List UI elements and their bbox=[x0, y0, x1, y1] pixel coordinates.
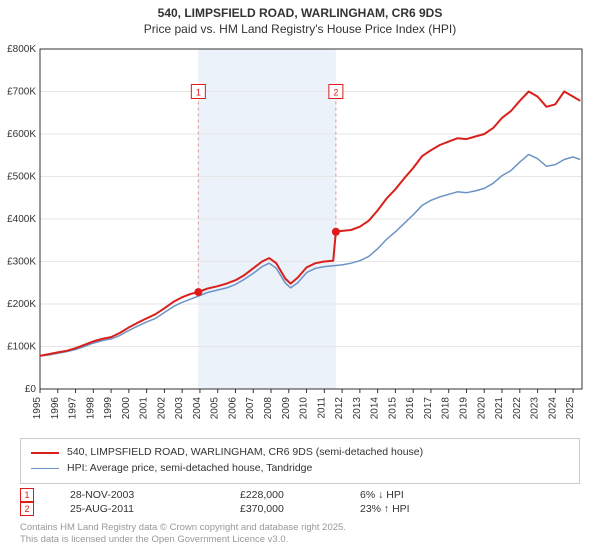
svg-text:2015: 2015 bbox=[387, 397, 398, 420]
svg-text:£200K: £200K bbox=[7, 299, 36, 310]
chart-title: 540, LIMPSFIELD ROAD, WARLINGHAM, CR6 9D… bbox=[0, 0, 600, 37]
svg-text:£600K: £600K bbox=[7, 129, 36, 140]
svg-text:2024: 2024 bbox=[547, 397, 558, 420]
footnote-line-2: This data is licensed under the Open Gov… bbox=[20, 534, 580, 546]
svg-text:2006: 2006 bbox=[227, 397, 238, 420]
sale-delta-2: 23% ↑ HPI bbox=[360, 503, 410, 515]
svg-text:2013: 2013 bbox=[352, 397, 363, 420]
title-line-2: Price paid vs. HM Land Registry's House … bbox=[0, 22, 600, 38]
svg-text:2007: 2007 bbox=[245, 397, 256, 420]
footnote-line-1: Contains HM Land Registry data © Crown c… bbox=[20, 522, 580, 534]
chart-area: £0 £100K £200K £300K £400K £500K £600K £700K £80… bbox=[0, 37, 600, 432]
svg-text:1: 1 bbox=[196, 88, 201, 98]
sale-badge-1: 1 bbox=[20, 488, 34, 502]
svg-text:£700K: £700K bbox=[7, 87, 36, 98]
svg-text:2023: 2023 bbox=[530, 397, 541, 420]
legend-swatch-property bbox=[31, 452, 59, 454]
svg-text:1995: 1995 bbox=[32, 397, 43, 420]
svg-text:1996: 1996 bbox=[50, 397, 61, 420]
sale-date-1: 28-NOV-2003 bbox=[70, 489, 240, 501]
svg-text:2020: 2020 bbox=[476, 397, 487, 420]
svg-text:2008: 2008 bbox=[263, 397, 274, 420]
svg-text:2019: 2019 bbox=[458, 397, 469, 420]
svg-text:1997: 1997 bbox=[68, 397, 79, 420]
legend-row-hpi: HPI: Average price, semi-detached house,… bbox=[31, 461, 569, 477]
svg-text:2002: 2002 bbox=[156, 397, 167, 420]
legend-label-property: 540, LIMPSFIELD ROAD, WARLINGHAM, CR6 9D… bbox=[67, 445, 423, 461]
svg-text:2001: 2001 bbox=[139, 397, 150, 420]
sales-table: 1 28-NOV-2003 £228,000 6% ↓ HPI 2 25-AUG… bbox=[20, 488, 580, 516]
svg-text:2010: 2010 bbox=[299, 397, 310, 420]
svg-text:2012: 2012 bbox=[334, 397, 345, 420]
sale-price-2: £370,000 bbox=[240, 503, 360, 515]
svg-text:1998: 1998 bbox=[85, 397, 96, 420]
svg-text:£500K: £500K bbox=[7, 172, 36, 183]
svg-text:2016: 2016 bbox=[405, 397, 416, 420]
svg-text:2004: 2004 bbox=[192, 397, 203, 420]
svg-text:2018: 2018 bbox=[441, 397, 452, 420]
sale-price-1: £228,000 bbox=[240, 489, 360, 501]
svg-text:£300K: £300K bbox=[7, 257, 36, 268]
svg-text:2017: 2017 bbox=[423, 397, 434, 420]
svg-text:2025: 2025 bbox=[565, 397, 576, 420]
svg-text:£800K: £800K bbox=[7, 44, 36, 55]
svg-text:2011: 2011 bbox=[316, 397, 327, 419]
svg-text:2005: 2005 bbox=[210, 397, 221, 420]
svg-text:2009: 2009 bbox=[281, 397, 292, 420]
sale-row-2: 2 25-AUG-2011 £370,000 23% ↑ HPI bbox=[20, 502, 580, 516]
svg-text:2000: 2000 bbox=[121, 397, 132, 420]
legend: 540, LIMPSFIELD ROAD, WARLINGHAM, CR6 9D… bbox=[20, 438, 580, 484]
line-chart-svg: £0 £100K £200K £300K £400K £500K £600K £700K £80… bbox=[0, 37, 600, 432]
svg-text:2003: 2003 bbox=[174, 397, 185, 420]
svg-text:1999: 1999 bbox=[103, 397, 114, 420]
svg-text:£400K: £400K bbox=[7, 214, 36, 225]
svg-text:£100K: £100K bbox=[7, 342, 36, 353]
sale-row-1: 1 28-NOV-2003 £228,000 6% ↓ HPI bbox=[20, 488, 580, 502]
title-line-1: 540, LIMPSFIELD ROAD, WARLINGHAM, CR6 9D… bbox=[0, 6, 600, 22]
legend-label-hpi: HPI: Average price, semi-detached house,… bbox=[67, 461, 312, 477]
sale-date-2: 25-AUG-2011 bbox=[70, 503, 240, 515]
svg-text:2021: 2021 bbox=[494, 397, 505, 420]
svg-text:2022: 2022 bbox=[512, 397, 523, 420]
footnote: Contains HM Land Registry data © Crown c… bbox=[20, 522, 580, 546]
legend-swatch-hpi bbox=[31, 468, 59, 469]
sale-badge-2: 2 bbox=[20, 502, 34, 516]
legend-row-property: 540, LIMPSFIELD ROAD, WARLINGHAM, CR6 9D… bbox=[31, 445, 569, 461]
svg-text:2014: 2014 bbox=[370, 397, 381, 420]
svg-text:2: 2 bbox=[333, 88, 338, 98]
svg-text:£0: £0 bbox=[25, 384, 37, 395]
sale-delta-1: 6% ↓ HPI bbox=[360, 489, 404, 501]
